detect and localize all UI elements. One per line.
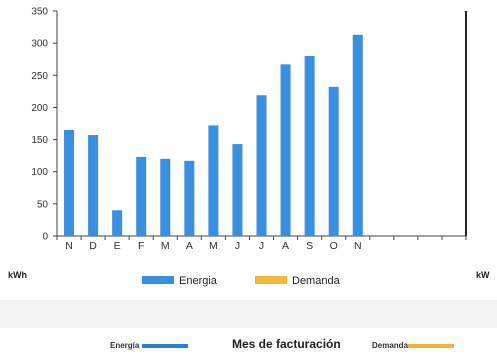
chart-axes <box>53 10 467 240</box>
x-tick-label: N <box>354 240 362 252</box>
y-tick-label: 250 <box>31 71 48 82</box>
bar-energia <box>64 129 75 236</box>
legend-swatch-demanda <box>255 276 287 284</box>
footer-demanda-swatch <box>408 344 454 348</box>
legend-swatch-energia <box>142 276 174 284</box>
x-tick-label: F <box>138 240 144 252</box>
x-tick-label: S <box>306 240 313 252</box>
unit-left-label: kWh <box>8 270 27 280</box>
chart-legend: Energia Demanda <box>142 275 341 287</box>
footer-legend: Energía Mes de facturación Demanda <box>0 333 497 357</box>
bar-energia <box>304 56 315 236</box>
x-tick-label: J <box>259 240 264 252</box>
bar-energia <box>136 156 147 236</box>
bar-energia <box>280 64 291 236</box>
footer-title: Mes de facturación <box>232 337 341 351</box>
bar-energia <box>112 210 123 236</box>
x-tick-label: E <box>114 240 121 252</box>
y-tick-label: 300 <box>31 39 48 50</box>
bar-energia <box>160 158 171 236</box>
bar-energia <box>256 95 267 236</box>
bar-energia <box>232 144 243 236</box>
chart-bars <box>64 34 363 237</box>
y-tick-labels: 0 50 100 150 200 250 300 350 <box>31 7 48 243</box>
bar-energia <box>208 125 219 236</box>
y-tick-label: 150 <box>31 135 48 146</box>
x-tick-label: D <box>89 240 97 252</box>
y-tick-label: 100 <box>31 167 48 178</box>
y-tick-label: 200 <box>31 103 48 114</box>
bar-energia <box>328 86 339 236</box>
bar-energia <box>88 135 99 236</box>
footer-energia-label: Energía <box>110 341 140 350</box>
x-tick-label: O <box>330 240 338 252</box>
y-tick-label: 0 <box>42 232 48 243</box>
y-tick-label: 350 <box>31 7 48 18</box>
footer-demanda-label: Demanda <box>372 341 409 350</box>
footer-energia-swatch <box>142 344 188 348</box>
y-tick-label: 50 <box>37 199 49 210</box>
separator-band <box>0 300 497 328</box>
x-tick-label: A <box>282 240 289 252</box>
x-tick-label: A <box>186 240 193 252</box>
x-tick-label: N <box>65 240 73 252</box>
x-tick-label: J <box>235 240 240 252</box>
x-tick-label: M <box>209 240 218 252</box>
unit-right-label: kW <box>476 270 490 280</box>
legend-label-energia: Energia <box>179 275 218 287</box>
legend-label-demanda: Demanda <box>292 275 341 287</box>
x-tick-label: M <box>161 240 170 252</box>
bar-energia <box>184 160 195 236</box>
bar-energia <box>352 34 363 237</box>
